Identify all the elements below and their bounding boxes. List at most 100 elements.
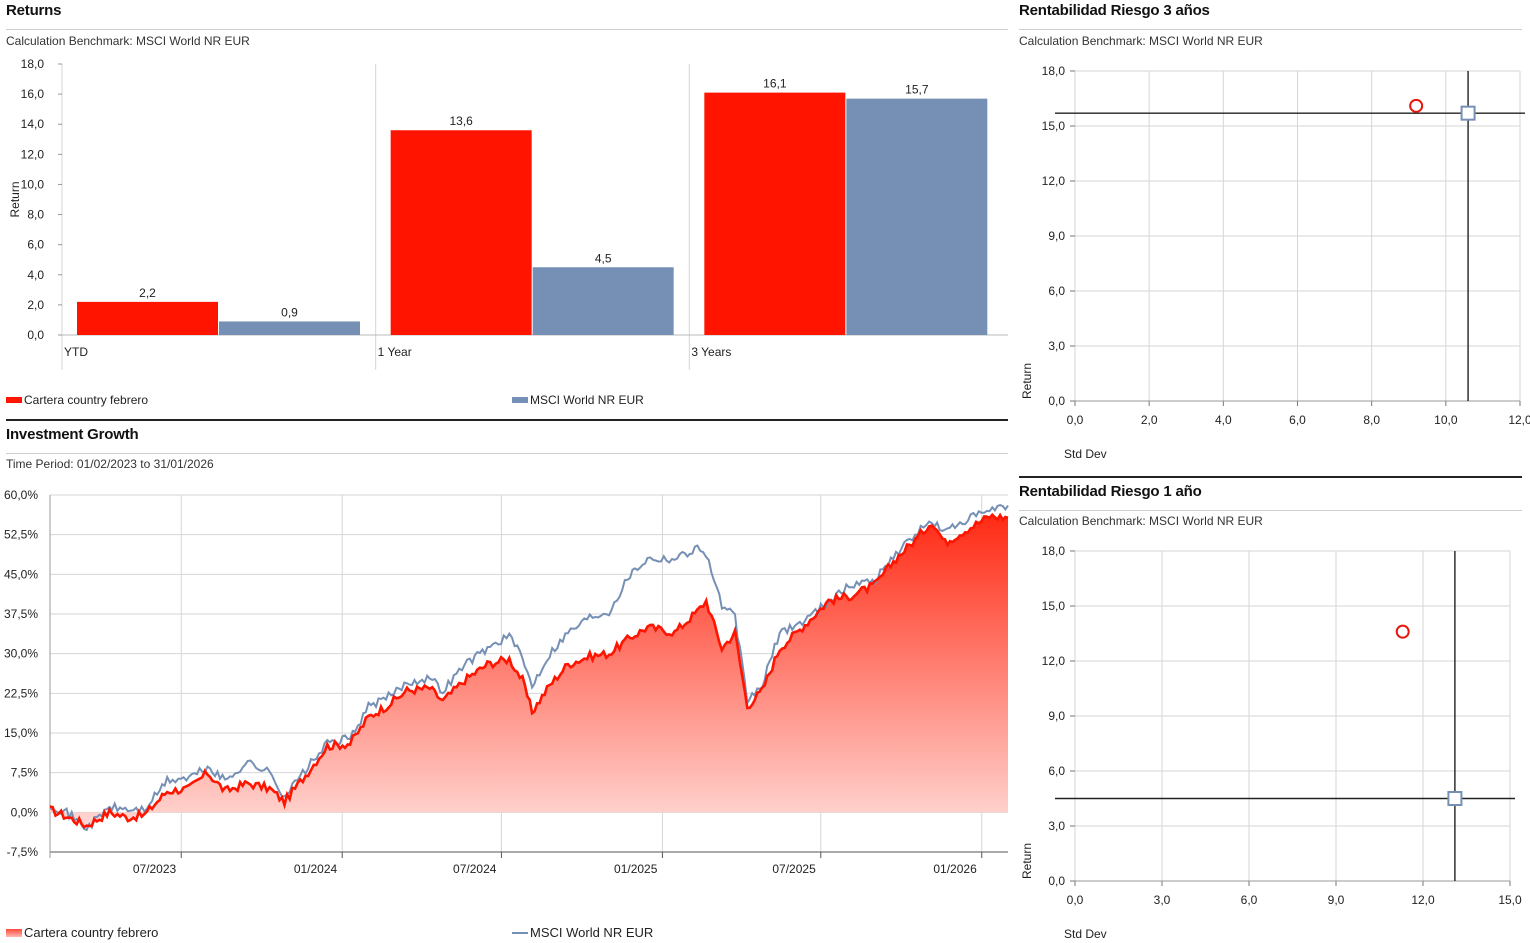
scatter-x-axis-label: Std Dev (1064, 447, 1107, 461)
returns-legend-portfolio-label: Cartera country febrero (24, 393, 149, 407)
portfolio-line (49, 512, 1009, 829)
growth-y-tick-label: 52,5% (4, 528, 38, 542)
returns-legend-benchmark-label: MSCI World NR EUR (530, 393, 644, 407)
growth-subtitle: Time Period: 01/02/2023 to 31/01/2026 (6, 457, 214, 471)
scatter-x-tick-label: 9,0 (1328, 893, 1345, 907)
scatter-y-axis-label: Return (1020, 363, 1034, 399)
scatter-y-tick-label: 18,0 (1042, 544, 1066, 558)
bar-portfolio (77, 301, 218, 335)
scatter-y-tick-label: 9,0 (1048, 709, 1065, 723)
growth-y-tick-label: 0,0% (11, 805, 39, 819)
growth-legend-benchmark: MSCI World NR EUR (512, 925, 653, 940)
scatter-y-tick-label: 3,0 (1048, 819, 1065, 833)
growth-legend-portfolio-label: Cartera country febrero (24, 925, 159, 940)
bar-benchmark (846, 98, 988, 335)
bar-benchmark (532, 267, 674, 335)
portfolio-marker (1409, 98, 1424, 113)
scatter-y-tick-label: 12,0 (1042, 174, 1066, 188)
bar-value-label: 16,1 (763, 77, 787, 91)
returns-subtitle: Calculation Benchmark: MSCI World NR EUR (6, 34, 250, 48)
scatter-x-axis-label: Std Dev (1064, 927, 1107, 941)
risk1-title: Rentabilidad Riesgo 1 año (1019, 483, 1202, 500)
risk1-subtitle: Calculation Benchmark: MSCI World NR EUR (1019, 514, 1263, 528)
risk3-subtitle: Calculation Benchmark: MSCI World NR EUR (1019, 34, 1263, 48)
growth-x-tick-label: 01/2025 (614, 862, 658, 876)
portfolio-area-swatch (6, 928, 22, 937)
growth-legend-portfolio: Cartera country febrero (6, 925, 158, 940)
y-tick-label: 0,0 (27, 328, 44, 342)
bar-portfolio (390, 130, 532, 335)
y-tick-label: 4,0 (27, 268, 44, 282)
bar-value-label: 4,5 (595, 251, 612, 265)
bar-value-label: 2,2 (139, 286, 156, 300)
growth-x-tick-label: 01/2026 (933, 862, 977, 876)
returns-title-rule (6, 29, 1008, 30)
scatter-x-tick-label: 4,0 (1215, 413, 1232, 427)
growth-y-tick-label: 15,0% (4, 726, 38, 740)
scatter-x-tick-label: 10,0 (1434, 413, 1458, 427)
scatter-y-tick-label: 15,0 (1042, 599, 1066, 613)
growth-title: Investment Growth (6, 426, 139, 443)
benchmark-swatch (512, 397, 528, 403)
growth-y-tick-label: 7,5% (11, 766, 39, 780)
y-tick-label: 18,0 (21, 57, 45, 71)
returns-legend-benchmark: MSCI World NR EUR (512, 393, 644, 407)
risk-divider (1019, 476, 1522, 478)
returns-title: Returns (6, 2, 62, 19)
scatter-x-tick-label: 8,0 (1363, 413, 1380, 427)
x-category-label: 3 Years (691, 345, 731, 359)
scatter-x-tick-label: 0,0 (1067, 413, 1084, 427)
bar-value-label: 15,7 (905, 83, 929, 97)
scatter-y-tick-label: 0,0 (1048, 394, 1065, 408)
bar-value-label: 13,6 (449, 114, 473, 128)
bar-benchmark (219, 321, 360, 335)
growth-x-tick-label: 01/2024 (294, 862, 338, 876)
scatter-y-tick-label: 3,0 (1048, 339, 1065, 353)
returns-legend-portfolio: Cartera country febrero (6, 393, 148, 407)
scatter-y-tick-label: 9,0 (1048, 229, 1065, 243)
x-category-label: 1 Year (378, 345, 412, 359)
growth-y-tick-label: 22,5% (4, 686, 38, 700)
benchmark-line-swatch (512, 931, 528, 934)
y-tick-label: 6,0 (27, 238, 44, 252)
risk1-title-rule (1019, 510, 1522, 511)
scatter-x-tick-label: 12,0 (1508, 413, 1530, 427)
growth-y-tick-label: 37,5% (4, 607, 38, 621)
returns-bar-chart: 0,0 2,0 4,0 6,0 8,0 10,0 12,0 14,0 16,0 18,0 Retur… (8, 57, 1008, 370)
portfolio-marker (1395, 624, 1410, 639)
scatter-y-tick-label: 18,0 (1042, 64, 1066, 78)
growth-x-tick-label: 07/2024 (453, 862, 497, 876)
scatter-y-axis-label: Return (1020, 843, 1034, 879)
y-tick-label: 10,0 (21, 177, 45, 191)
growth-y-tick-label: 60,0% (4, 488, 38, 502)
scatter-y-tick-label: 6,0 (1048, 764, 1065, 778)
y-tick-label: 12,0 (21, 147, 45, 161)
scatter-x-tick-label: 3,0 (1154, 893, 1171, 907)
benchmark-line (49, 504, 1009, 832)
scatter-x-tick-label: 12,0 (1411, 893, 1435, 907)
growth-area-chart: -7,5% 0,0% 7,5% 15,0% 22,5% 30,0% 37,5% 45,0% 52… (4, 488, 1009, 876)
growth-title-rule (6, 453, 1008, 454)
bar-portfolio (704, 92, 846, 335)
y-tick-label: 2,0 (27, 298, 44, 312)
bar-value-label: 0,9 (281, 305, 298, 319)
growth-y-tick-label: 30,0% (4, 647, 38, 661)
growth-x-tick-label: 07/2023 (133, 862, 177, 876)
x-category-label: YTD (64, 345, 88, 359)
risk3-scatter-chart: 0,0 2,0 4,0 6,0 8,0 10,0 12,0 0,0 3,0 6,0 9,0 12,0 1… (1020, 64, 1530, 461)
section-divider (6, 419, 1008, 421)
risk1-scatter-chart: 0,0 3,0 6,0 9,0 12,0 15,0 0,0 3,0 6,0 9,0 12,0 15,0… (1020, 544, 1522, 941)
growth-legend-benchmark-label: MSCI World NR EUR (530, 925, 654, 940)
scatter-y-tick-label: 12,0 (1042, 654, 1066, 668)
scatter-x-tick-label: 0,0 (1067, 893, 1084, 907)
y-tick-label: 8,0 (27, 208, 44, 222)
portfolio-swatch (6, 397, 22, 403)
y-tick-label: 16,0 (21, 87, 45, 101)
risk3-title: Rentabilidad Riesgo 3 años (1019, 2, 1210, 19)
scatter-y-tick-label: 15,0 (1042, 119, 1066, 133)
scatter-y-tick-label: 6,0 (1048, 284, 1065, 298)
growth-y-tick-label: -7,5% (7, 845, 39, 859)
scatter-x-tick-label: 6,0 (1241, 893, 1258, 907)
growth-y-tick-label: 45,0% (4, 567, 38, 581)
portfolio-area-fill (50, 514, 1008, 828)
